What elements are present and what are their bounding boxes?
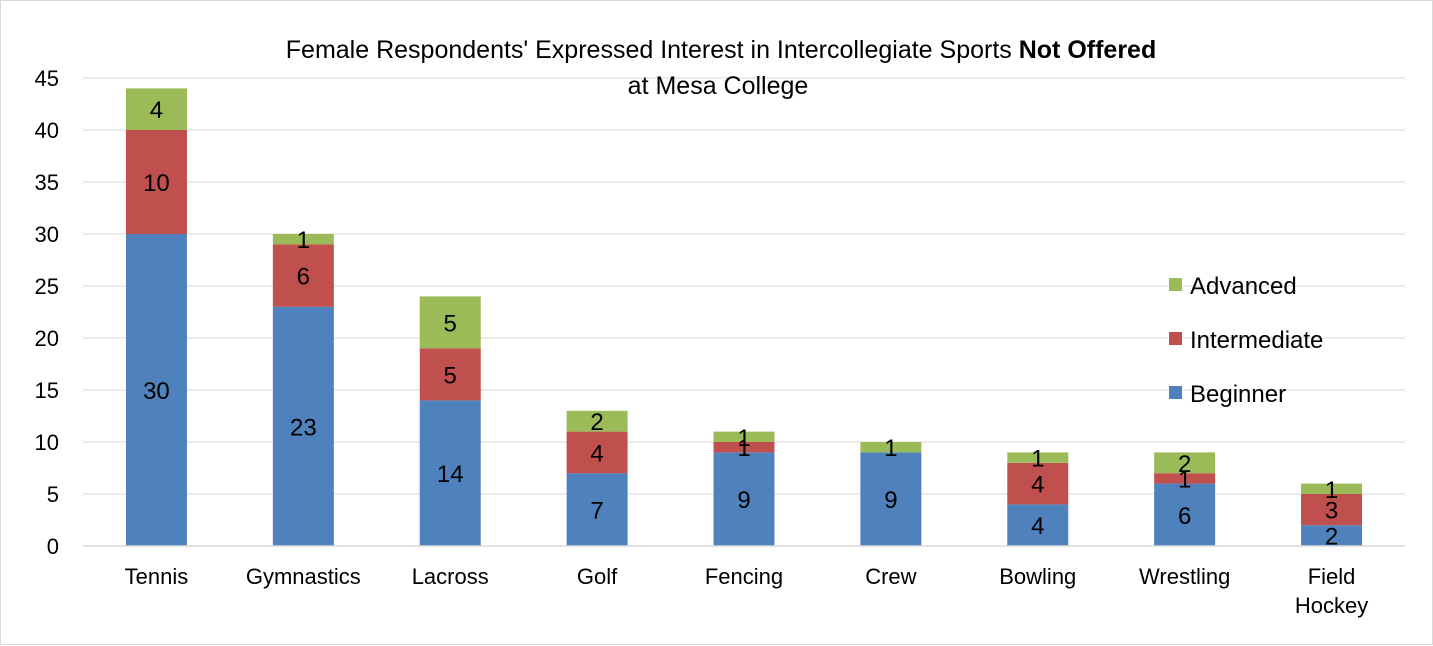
x-category-label: Fencing — [705, 564, 783, 589]
bar-intermediate-fencing — [713, 442, 775, 453]
bars — [125, 88, 1363, 546]
data-label-beginner: 9 — [737, 487, 750, 514]
data-label-advanced: 1 — [1325, 477, 1338, 504]
data-label-beginner: 6 — [1178, 503, 1191, 530]
data-label-advanced: 5 — [444, 310, 457, 337]
data-label-intermediate: 1 — [1178, 466, 1191, 493]
data-label-intermediate: 5 — [444, 362, 457, 389]
data-label-intermediate: 10 — [143, 170, 170, 197]
x-category-label: Wrestling — [1139, 564, 1230, 589]
bar-advanced-tennis — [125, 88, 187, 130]
x-category-line: Tennis — [125, 564, 189, 589]
bar-beginner-field-hockey — [1301, 525, 1363, 546]
data-label-advanced: 1 — [884, 435, 897, 462]
x-category-label: Lacross — [412, 564, 489, 589]
legend-label-advanced: Advanced — [1190, 273, 1297, 300]
bar-advanced-bowling — [1007, 452, 1069, 463]
x-category-label: Golf — [577, 564, 618, 589]
chart-title-line1: Female Respondents' Expressed Interest i… — [286, 36, 1156, 64]
chart-title-line2: at Mesa College — [628, 72, 809, 100]
data-label-intermediate: 4 — [590, 440, 603, 467]
data-label-beginner: 30 — [143, 378, 170, 405]
data-label-advanced: 4 — [150, 97, 163, 124]
x-category-line: Gymnastics — [246, 564, 361, 589]
bar-beginner-fencing — [713, 452, 775, 546]
x-category-line: Lacross — [412, 564, 489, 589]
y-tick-label: 20 — [35, 326, 59, 351]
y-tick-label: 10 — [35, 430, 59, 455]
bar-intermediate-wrestling — [1154, 473, 1216, 484]
chart-title-part1: Female Respondents' Expressed Interest i… — [286, 36, 1019, 64]
x-category-line: Bowling — [999, 564, 1076, 589]
x-category-label: Bowling — [999, 564, 1076, 589]
y-tick-label: 30 — [35, 222, 59, 247]
data-label-advanced: 2 — [1178, 451, 1191, 478]
legend: Advanced Intermediate Beginner — [1169, 273, 1323, 408]
bar-intermediate-field-hockey — [1301, 494, 1363, 526]
bar-advanced-wrestling — [1154, 452, 1216, 474]
bar-advanced-field-hockey — [1301, 483, 1363, 494]
x-category-line: Crew — [865, 564, 916, 589]
bar-advanced-crew — [860, 442, 922, 453]
x-category-line: Fencing — [705, 564, 783, 589]
data-label-intermediate: 3 — [1325, 498, 1338, 525]
bar-advanced-lacross — [419, 296, 481, 349]
legend-label-beginner: Beginner — [1190, 381, 1286, 408]
chart-title-emphasis: Not Offered — [1019, 36, 1157, 64]
data-label-beginner: 7 — [590, 498, 603, 525]
data-label-beginner: 2 — [1325, 524, 1338, 551]
y-tick-label: 25 — [35, 274, 59, 299]
data-label-intermediate: 4 — [1031, 472, 1044, 499]
bar-intermediate-lacross — [419, 348, 481, 401]
data-label-intermediate: 6 — [297, 264, 310, 291]
bar-beginner-lacross — [419, 400, 481, 546]
x-category-label: Field Hockey — [1295, 564, 1368, 618]
x-category-line: Wrestling — [1139, 564, 1230, 589]
x-category-label: Gymnastics — [246, 564, 361, 589]
x-category-label: Crew — [865, 564, 916, 589]
bar-advanced-golf — [566, 410, 628, 432]
data-label-advanced: 1 — [1031, 446, 1044, 473]
data-label-advanced: 2 — [590, 409, 603, 436]
data-label-beginner: 4 — [1031, 513, 1044, 540]
bar-beginner-golf — [566, 473, 628, 546]
bar-advanced-gymnastics — [272, 234, 334, 245]
bar-intermediate-gymnastics — [272, 244, 334, 307]
bar-beginner-wrestling — [1154, 483, 1216, 546]
x-category-line: Golf — [577, 564, 618, 589]
bar-intermediate-bowling — [1007, 462, 1069, 505]
legend-label-intermediate: Intermediate — [1190, 327, 1323, 354]
y-tick-label: 0 — [47, 534, 59, 559]
data-label-beginner: 9 — [884, 487, 897, 514]
data-label-intermediate: 1 — [737, 435, 750, 462]
legend-swatch-beginner — [1169, 386, 1182, 399]
y-tick-label: 5 — [47, 482, 59, 507]
y-tick-label: 15 — [35, 378, 59, 403]
bar-beginner-tennis — [125, 234, 187, 546]
y-tick-label: 45 — [35, 66, 59, 91]
legend-swatch-intermediate — [1169, 332, 1182, 345]
bar-intermediate-golf — [566, 431, 628, 474]
data-label-beginner: 14 — [437, 461, 464, 488]
bar-beginner-bowling — [1007, 504, 1069, 546]
x-category-label: Tennis — [125, 564, 189, 589]
x-category-line: Hockey — [1295, 593, 1368, 618]
legend-swatch-advanced — [1169, 278, 1182, 291]
data-label-advanced: 1 — [297, 227, 310, 254]
bar-beginner-crew — [860, 452, 922, 546]
y-tick-label: 40 — [35, 118, 59, 143]
x-category-line: Field — [1308, 564, 1356, 589]
bar-advanced-fencing — [713, 431, 775, 442]
data-label-beginner: 23 — [290, 414, 317, 441]
bar-beginner-gymnastics — [272, 306, 334, 546]
y-tick-label: 35 — [35, 170, 59, 195]
bar-intermediate-tennis — [125, 130, 187, 234]
data-label-advanced: 1 — [737, 425, 750, 452]
